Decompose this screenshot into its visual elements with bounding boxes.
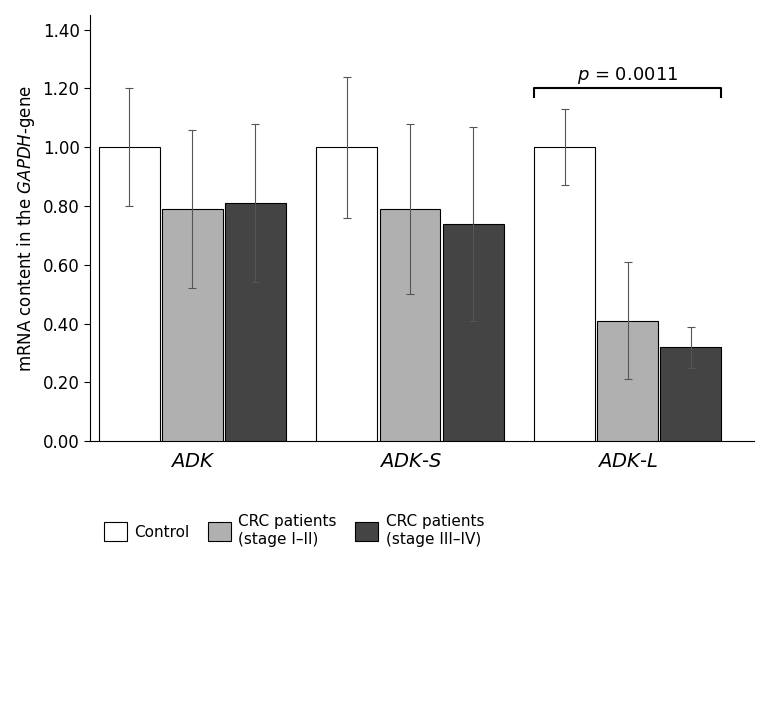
Bar (534, 147, 595, 441)
Bar (661, 347, 721, 441)
Bar (380, 209, 441, 441)
Bar (161, 209, 223, 441)
Bar (598, 321, 658, 441)
Bar (98, 147, 160, 441)
Text: $\it{p}$ = 0.0011: $\it{p}$ = 0.0011 (577, 64, 678, 86)
Y-axis label: mRNA content in the $\it{GAPDH}$-gene: mRNA content in the $\it{GAPDH}$-gene (15, 85, 37, 372)
Bar (443, 223, 504, 441)
Legend: Control, CRC patients
(stage I–II), CRC patients
(stage III–IV): Control, CRC patients (stage I–II), CRC … (98, 508, 491, 553)
Bar (225, 203, 286, 441)
Bar (316, 147, 378, 441)
